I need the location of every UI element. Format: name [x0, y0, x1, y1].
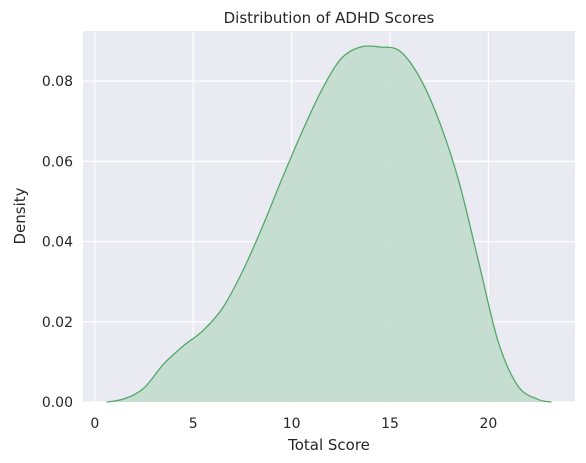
y-axis-label: Density [11, 187, 29, 244]
chart-title: Distribution of ADHD Scores [224, 9, 435, 27]
x-tick-label: 0 [90, 416, 99, 432]
y-tick-labels: 0.00 0.02 0.04 0.06 0.08 [42, 74, 73, 411]
x-tick-label: 20 [479, 416, 497, 432]
x-tick-label: 5 [189, 416, 198, 432]
x-tick-label: 15 [381, 416, 399, 432]
y-tick-label: 0.02 [42, 315, 73, 331]
y-tick-label: 0.00 [42, 395, 73, 411]
density-line [106, 45, 552, 403]
x-axis-label: Total Score [287, 436, 370, 454]
y-tick-label: 0.06 [42, 154, 73, 170]
x-tick-label: 10 [283, 416, 301, 432]
y-tick-label: 0.08 [42, 74, 73, 90]
x-tick-labels: 0 5 10 15 20 [90, 416, 497, 432]
y-tick-label: 0.04 [42, 235, 73, 251]
density-area [106, 45, 552, 402]
